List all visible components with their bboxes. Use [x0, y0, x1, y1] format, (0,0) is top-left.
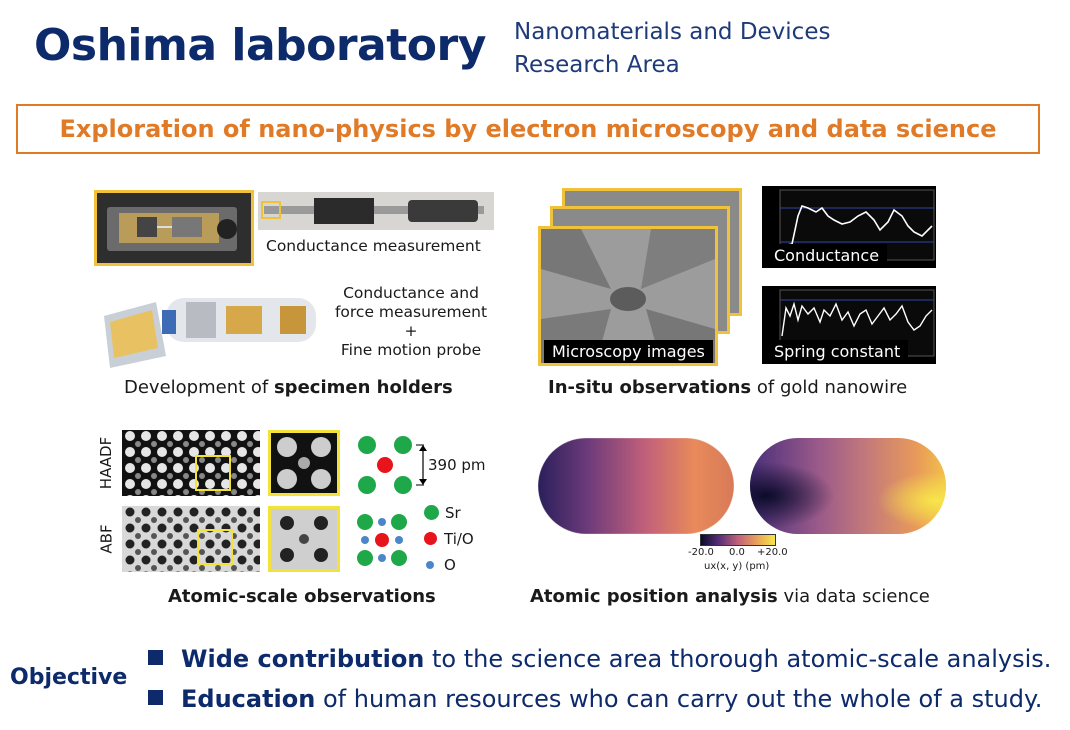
- sr-dot-icon: [424, 505, 439, 520]
- legend-o-label: O: [444, 556, 456, 574]
- abf-zoom: [268, 506, 340, 572]
- research-area-line1: Nanomaterials and Devices: [514, 19, 831, 45]
- legend-sr-label: Sr: [445, 504, 461, 522]
- haadf-zoom: [268, 430, 340, 496]
- haadf-image: [122, 430, 269, 511]
- analysis-caption-bold: Atomic position analysis: [530, 586, 778, 607]
- colorbar-max: +20.0: [757, 547, 788, 558]
- theme-banner: Exploration of nano-physics by electron …: [16, 104, 1040, 154]
- objective-item-2-bold: Education: [181, 685, 316, 713]
- tio-dot-icon: [424, 532, 437, 545]
- fine-motion-probe-render: [96, 276, 322, 372]
- colorbar: [700, 534, 776, 546]
- o-dot-icon: [426, 561, 434, 569]
- bullet-square-icon: [148, 690, 163, 705]
- conductance-graph-label: Conductance: [766, 244, 888, 267]
- holder-rod-photo: [258, 192, 494, 230]
- haadf-label: HAADF: [97, 436, 116, 490]
- objective-item-1-rest: to the science area thorough atomic-scal…: [424, 645, 1052, 673]
- holders-caption-bold: specimen holders: [273, 377, 453, 398]
- lab-title: Oshima laboratory: [34, 20, 486, 71]
- probe-description: Conductance and force measurement + Fine…: [326, 284, 496, 360]
- objective-item-1: Wide contribution to the science area th…: [148, 645, 1051, 673]
- probe-line4: Fine motion probe: [340, 341, 482, 359]
- unit-cell-diagram-abf: [354, 512, 414, 572]
- spacing-arrow: [418, 444, 428, 486]
- legend-tio-label: Ti/O: [444, 530, 474, 548]
- haadf-atom-grid: [125, 431, 269, 511]
- insitu-caption: In-situ observations of gold nanowire: [548, 377, 907, 398]
- objective-label: Objective: [10, 665, 128, 690]
- insitu-caption-suffix: of gold nanowire: [751, 377, 908, 398]
- probe-line3: +: [404, 322, 418, 340]
- conductance-measurement-label: Conductance measurement: [266, 237, 481, 255]
- legend-tio: Ti/O: [424, 530, 474, 548]
- displacement-map-fit: [750, 438, 946, 534]
- atomic-caption: Atomic-scale observations: [168, 586, 436, 607]
- microscopy-images-label: Microscopy images: [544, 340, 713, 363]
- objective-item-1-bold: Wide contribution: [181, 645, 425, 673]
- legend-sr: Sr: [424, 504, 461, 522]
- objective-item-2: Education of human resources who can car…: [148, 685, 1042, 713]
- probe-line2: force measurement: [334, 303, 488, 321]
- objective-item-2-rest: of human resources who can carry out the…: [315, 685, 1043, 713]
- abf-label: ABF: [97, 524, 116, 554]
- bullet-square-icon: [148, 650, 163, 665]
- displacement-map-raw: [537, 437, 735, 535]
- holders-caption: Development of specimen holders: [124, 377, 453, 398]
- insitu-caption-bold: In-situ observations: [548, 377, 752, 398]
- unit-cell-diagram-haadf: [354, 434, 424, 496]
- colorbar-min: -20.0: [688, 547, 714, 558]
- colorbar-axis-label: ux(x, y) (pm): [704, 561, 770, 572]
- legend-o: O: [426, 556, 456, 574]
- abf-image: [122, 506, 269, 587]
- colorbar-mid: 0.0: [729, 547, 745, 558]
- analysis-caption-suffix: via data science: [777, 586, 930, 607]
- holder-photo-closeup: [94, 190, 254, 266]
- research-area-line2: Research Area: [514, 52, 680, 78]
- spring-constant-label: Spring constant: [766, 340, 909, 363]
- holders-caption-prefix: Development of: [124, 377, 274, 398]
- research-area: Nanomaterials and Devices Research Area: [514, 16, 830, 82]
- lattice-spacing-label: 390 pm: [428, 456, 486, 474]
- probe-line1: Conductance and: [343, 284, 479, 302]
- analysis-caption: Atomic position analysis via data scienc…: [530, 586, 930, 607]
